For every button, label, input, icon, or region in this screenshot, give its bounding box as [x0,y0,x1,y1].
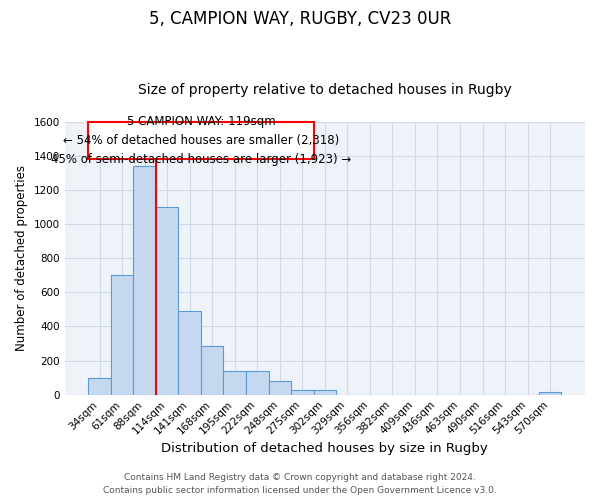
Bar [133,166,156,394]
Bar [111,276,133,394]
Bar [269,381,291,394]
Y-axis label: Number of detached properties: Number of detached properties [15,166,28,352]
Bar [156,207,178,394]
Bar [178,311,201,394]
Text: 5, CAMPION WAY, RUGBY, CV23 0UR: 5, CAMPION WAY, RUGBY, CV23 0UR [149,10,451,28]
Bar [539,392,562,394]
Bar [201,346,223,395]
X-axis label: Distribution of detached houses by size in Rugby: Distribution of detached houses by size … [161,442,488,455]
Bar [88,378,111,394]
Text: 5 CAMPION WAY: 119sqm
← 54% of detached houses are smaller (2,318)
45% of semi-d: 5 CAMPION WAY: 119sqm ← 54% of detached … [51,115,351,166]
Bar [314,390,336,394]
Bar [223,371,246,394]
FancyBboxPatch shape [88,122,314,160]
Bar [246,371,269,394]
Text: Contains HM Land Registry data © Crown copyright and database right 2024.
Contai: Contains HM Land Registry data © Crown c… [103,474,497,495]
Bar [291,390,314,394]
Title: Size of property relative to detached houses in Rugby: Size of property relative to detached ho… [138,83,512,97]
